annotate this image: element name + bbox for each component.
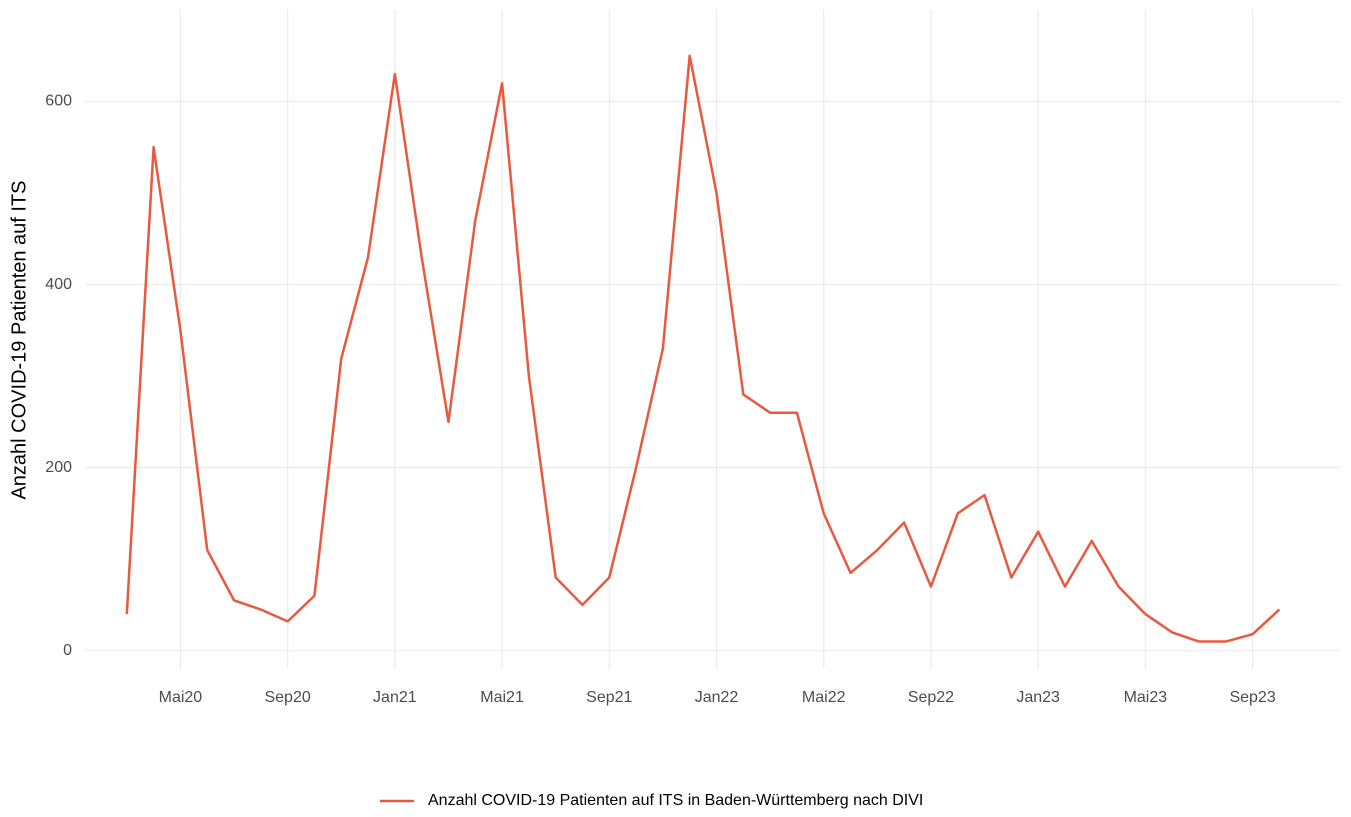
- x-tick-label: Sep20: [264, 689, 310, 706]
- x-tick-label: Jan23: [1016, 689, 1060, 706]
- y-axis-label: Anzahl COVID-19 Patienten auf ITS: [8, 180, 30, 499]
- line: [125, 54, 1281, 643]
- x-tick-label: Sep22: [908, 689, 954, 706]
- x-tick-label: Jan22: [695, 689, 739, 706]
- x-tick-label: Mai22: [802, 689, 846, 706]
- x-tick-label: Sep21: [586, 689, 632, 706]
- y-tick-label: 200: [45, 459, 72, 476]
- y-tick-label: 0: [63, 642, 72, 659]
- x-tick-label: Jan21: [373, 689, 417, 706]
- x-tick-label: Mai23: [1124, 689, 1168, 706]
- x-tick-label: Mai21: [480, 689, 524, 706]
- y-tick-label: 600: [45, 93, 72, 110]
- x-tick-label: Mai20: [159, 689, 203, 706]
- legend-label: Anzahl COVID-19 Patienten auf ITS in Bad…: [428, 792, 923, 809]
- x-tick-label: Sep23: [1229, 689, 1275, 706]
- y-tick-label: 400: [45, 276, 72, 293]
